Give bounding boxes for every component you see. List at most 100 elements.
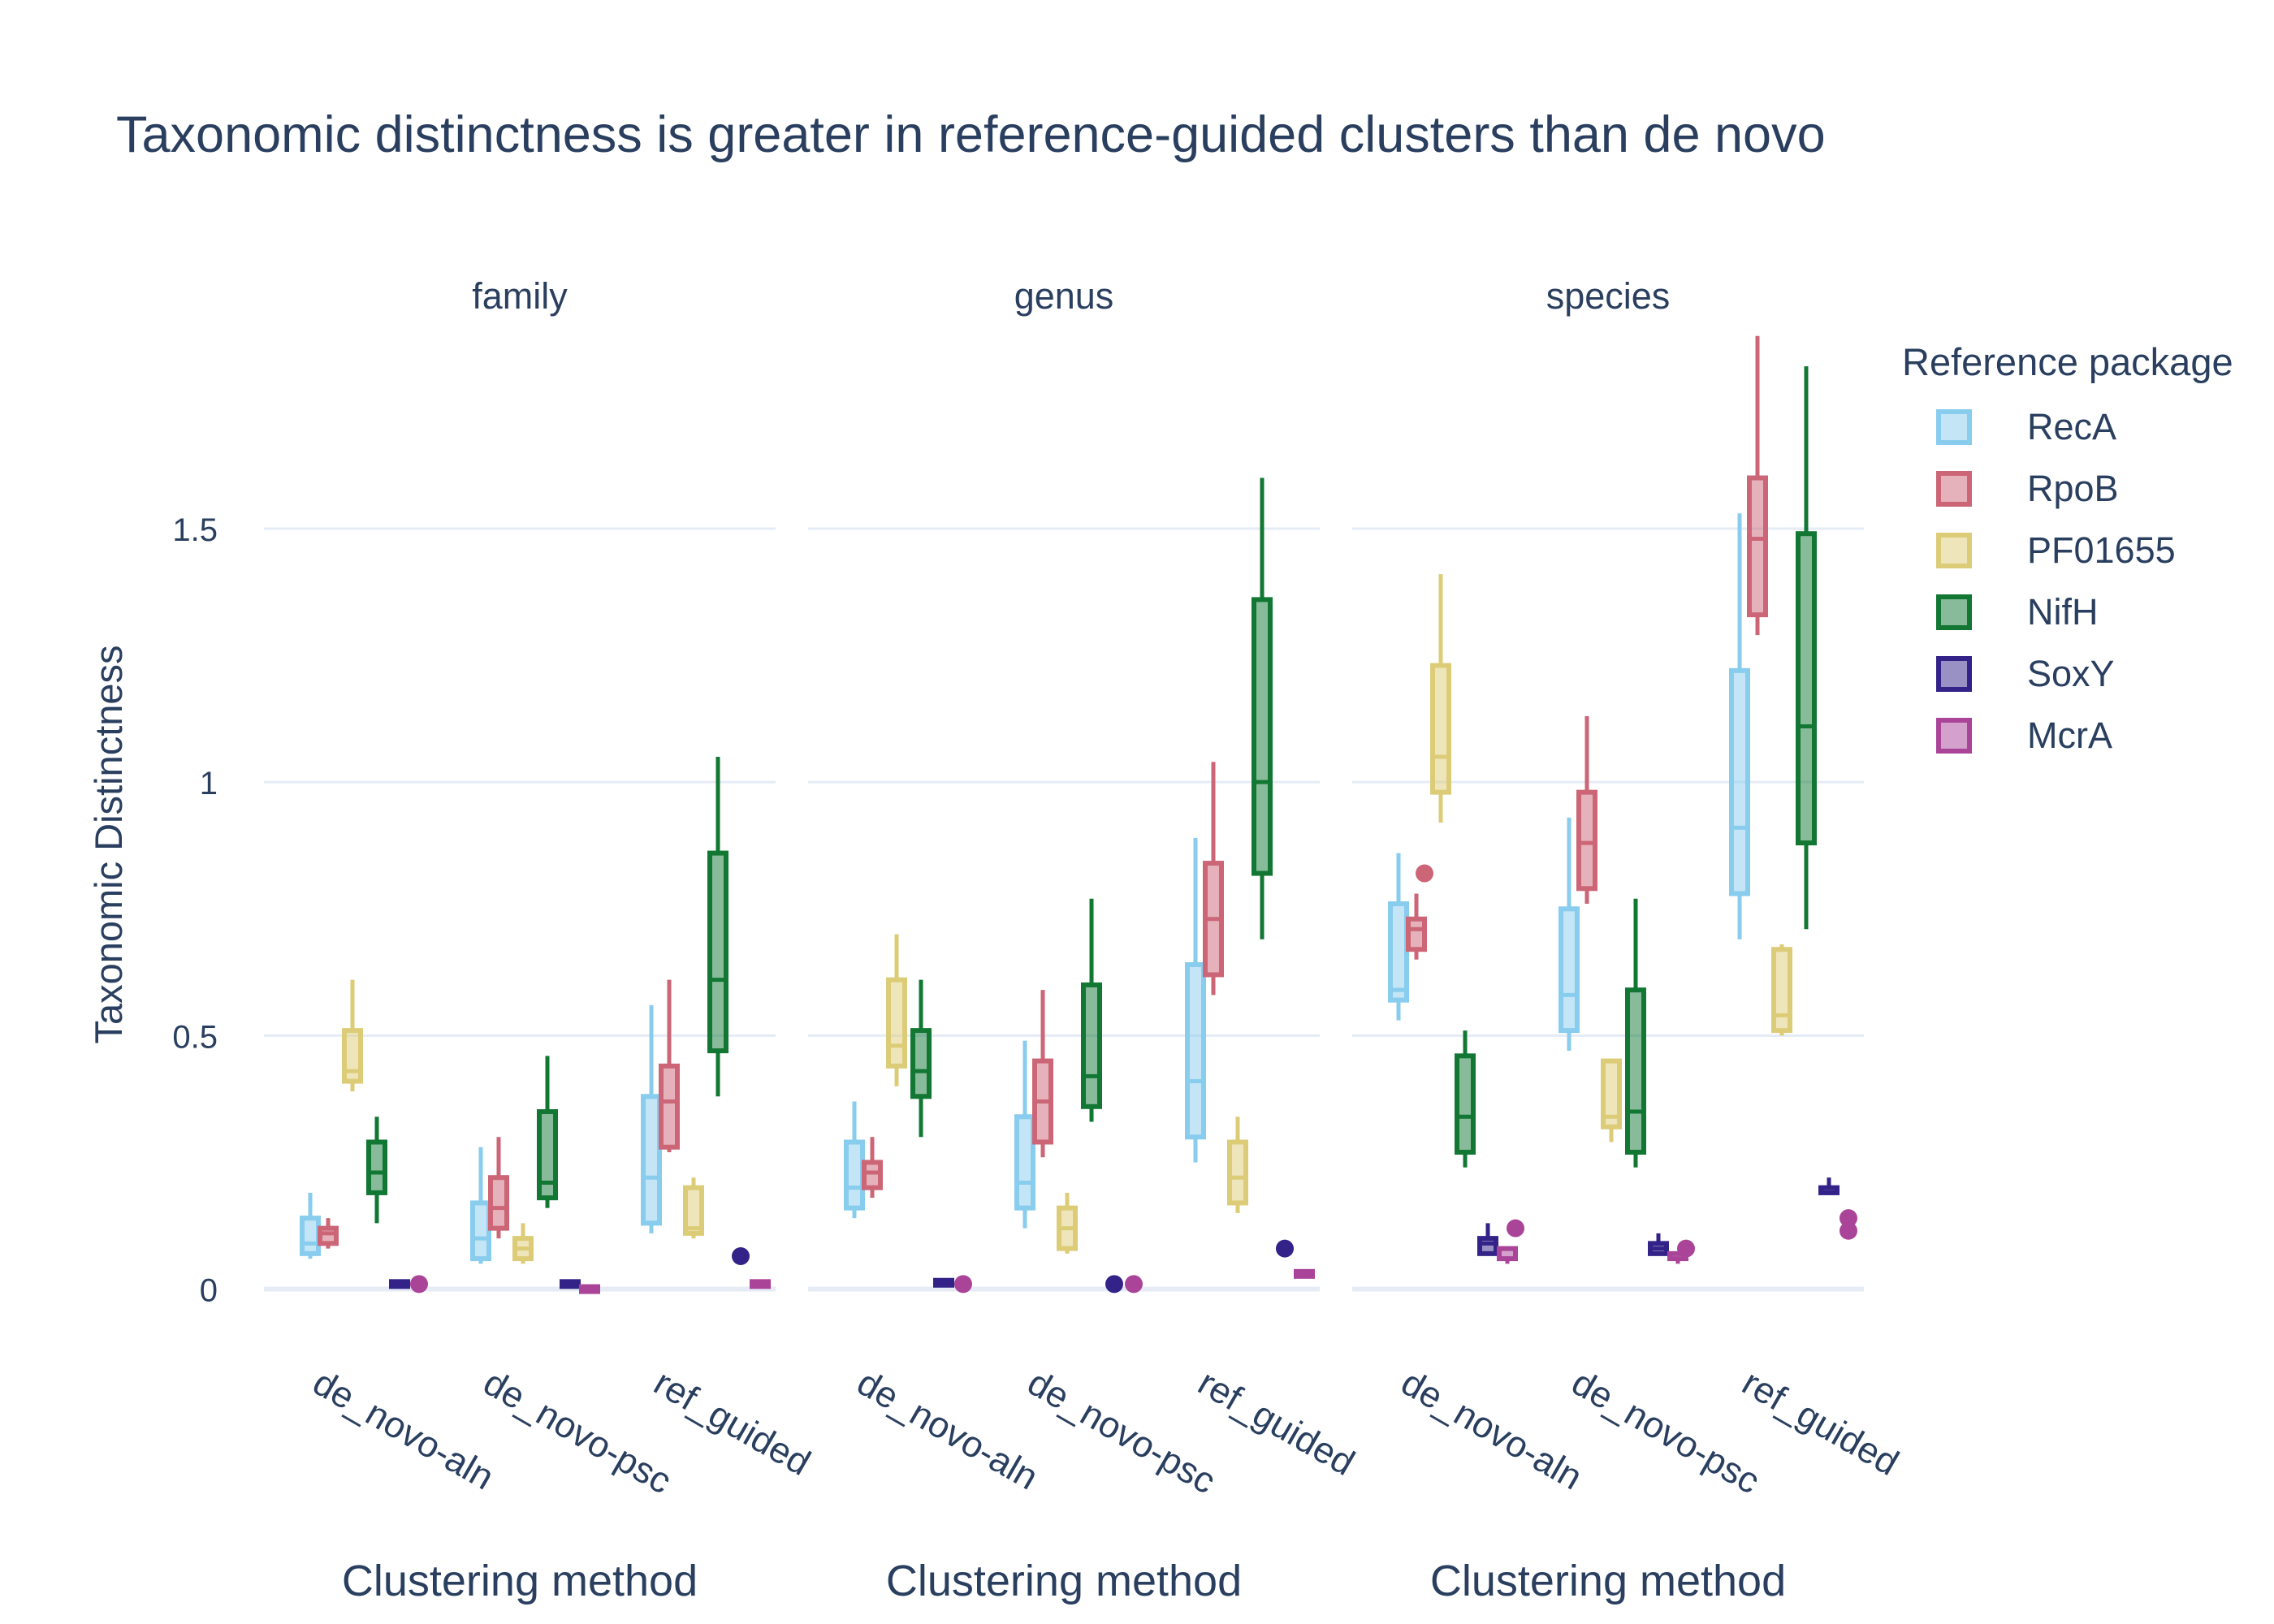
x-tick-label: de_novo-psc [477, 1361, 679, 1501]
iqr-box [1576, 789, 1597, 892]
box-rpob[interactable] [488, 1137, 509, 1239]
iqr-box [862, 1160, 883, 1190]
box-reca[interactable] [470, 1147, 491, 1264]
box-nifh[interactable] [910, 979, 932, 1138]
legend-swatch-soxy [1936, 656, 1972, 692]
iqr-box [318, 1225, 339, 1246]
iqr-box [1388, 901, 1409, 1003]
box-soxy[interactable] [389, 1279, 410, 1289]
box-pf01655[interactable] [512, 1223, 534, 1264]
box-nifh[interactable] [1252, 477, 1273, 939]
legend-swatch-mcra [1936, 718, 1972, 754]
box-soxy[interactable] [1276, 1239, 1294, 1258]
facet-title-genus: genus [1014, 275, 1114, 317]
box-reca[interactable] [1388, 853, 1409, 1021]
box-mcra[interactable] [954, 1275, 972, 1294]
box-rpob[interactable] [1032, 990, 1053, 1158]
legend-item-rpob[interactable]: RpoB [1936, 464, 2261, 526]
box-reca[interactable] [1185, 837, 1206, 1163]
box-soxy[interactable] [933, 1277, 954, 1288]
iqr-box [659, 1063, 680, 1150]
box-nifh[interactable] [1796, 366, 1817, 930]
box-nifh[interactable] [707, 756, 728, 1097]
iqr-box [1729, 667, 1750, 896]
iqr-box [537, 1109, 558, 1201]
facet-title-family: family [472, 275, 568, 317]
box-rpob[interactable] [1747, 335, 1768, 636]
legend-item-pf01655[interactable]: PF01655 [1936, 526, 2261, 588]
x-tick-label: de_novo-psc [1565, 1361, 1767, 1501]
outlier-point [1416, 864, 1433, 883]
box-rpob[interactable] [318, 1218, 339, 1249]
box-mcra[interactable] [1497, 1219, 1524, 1264]
box-mcra[interactable] [1294, 1268, 1315, 1279]
y-tick-label: 0.5 [172, 1019, 218, 1055]
box-rpob[interactable] [659, 979, 680, 1152]
box-mcra[interactable] [1840, 1209, 1857, 1240]
x-tick-label: de_novo-psc [1021, 1361, 1223, 1501]
box-soxy[interactable] [1105, 1275, 1123, 1294]
iqr-box [300, 1216, 321, 1256]
outlier-point [1840, 1209, 1857, 1228]
box-pf01655[interactable] [683, 1177, 704, 1239]
iqr-box [1477, 1236, 1498, 1256]
legend-label-mcra: McrA [2027, 715, 2112, 756]
legend-item-mcra[interactable]: McrA [1936, 711, 2261, 773]
box-soxy[interactable] [560, 1279, 581, 1289]
box-pf01655[interactable] [342, 979, 363, 1092]
iqr-box [1014, 1114, 1035, 1211]
box-mcra[interactable] [579, 1284, 600, 1294]
box-nifh[interactable] [1081, 898, 1102, 1122]
iqr-box [1625, 987, 1646, 1155]
box-nifh[interactable] [366, 1116, 387, 1224]
box-reca[interactable] [300, 1192, 321, 1259]
box-pf01655[interactable] [886, 934, 907, 1086]
legend-label-nifh: NifH [2027, 591, 2099, 633]
box-reca[interactable] [844, 1101, 865, 1219]
legend-label-rpob: RpoB [2027, 468, 2119, 509]
box-soxy[interactable] [1648, 1233, 1669, 1256]
legend-title: Reference package [1902, 340, 2233, 383]
legend-item-nifh[interactable]: NifH [1936, 588, 2261, 650]
iqr-box [1227, 1139, 1248, 1206]
box-nifh[interactable] [1455, 1030, 1476, 1168]
x-axis-title: Clustering method [1430, 1557, 1786, 1605]
box-mcra[interactable] [750, 1279, 771, 1289]
box-rpob[interactable] [1203, 762, 1224, 996]
box-nifh[interactable] [1625, 898, 1646, 1168]
box-reca[interactable] [1559, 817, 1580, 1052]
box-rpob[interactable] [1406, 864, 1433, 960]
iqr-box [1601, 1058, 1622, 1129]
iqr-box [910, 1028, 932, 1099]
box-mcra[interactable] [1667, 1239, 1695, 1264]
iqr-box [1185, 961, 1206, 1140]
box-reca[interactable] [1014, 1040, 1035, 1229]
box-pf01655[interactable] [1430, 574, 1451, 823]
outlier-point [1105, 1275, 1123, 1294]
box-reca[interactable] [641, 1004, 662, 1233]
box-mcra[interactable] [410, 1275, 428, 1294]
legend-item-reca[interactable]: RecA [1936, 403, 2261, 464]
outlier-point [1125, 1275, 1143, 1294]
box-pf01655[interactable] [1771, 944, 1792, 1036]
legend-label-reca: RecA [2027, 406, 2117, 447]
box-rpob[interactable] [862, 1137, 883, 1199]
outlier-point [732, 1246, 750, 1265]
box-soxy[interactable] [1477, 1223, 1498, 1256]
legend-item-soxy[interactable]: SoxY [1936, 650, 2261, 711]
box-rpob[interactable] [1576, 716, 1597, 905]
box-soxy[interactable] [1818, 1177, 1840, 1195]
box-nifh[interactable] [537, 1056, 558, 1208]
box-reca[interactable] [1729, 513, 1750, 939]
box-mcra[interactable] [1125, 1275, 1143, 1294]
box-pf01655[interactable] [1057, 1192, 1078, 1254]
box-pf01655[interactable] [1227, 1116, 1248, 1213]
iqr-box [886, 977, 907, 1069]
iqr-box [844, 1139, 865, 1211]
box-soxy[interactable] [732, 1246, 750, 1265]
legend-label-pf01655: PF01655 [2027, 529, 2176, 571]
y-tick-label: 1.5 [172, 512, 218, 548]
box-pf01655[interactable] [1601, 1058, 1622, 1142]
x-tick-label: de_novo-aln [306, 1361, 501, 1497]
